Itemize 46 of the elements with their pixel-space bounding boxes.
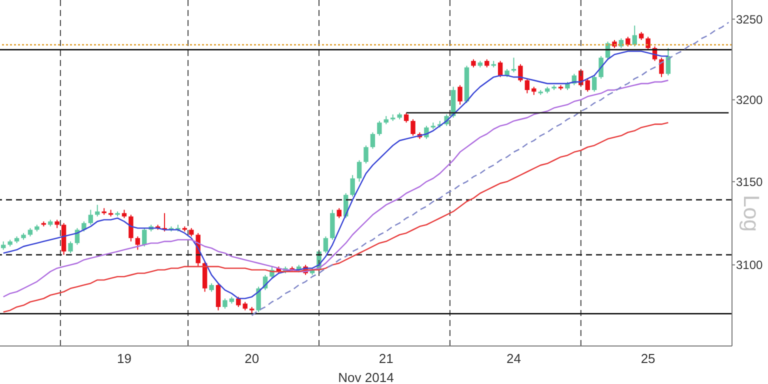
candlestick [216, 282, 221, 311]
candlestick [88, 209, 94, 226]
y-tick-label: 3100 [736, 258, 764, 272]
candlestick [524, 78, 530, 94]
candlestick [585, 78, 590, 92]
candlestick [356, 160, 362, 182]
y-tick-label: 3200 [736, 93, 764, 108]
candlestick [222, 298, 228, 310]
y-tick-label: 3250 [736, 12, 764, 26]
candlestick [128, 214, 134, 242]
candlestick [364, 144, 368, 164]
candlestick [236, 296, 241, 308]
candlestick [646, 36, 650, 50]
candlestick [518, 64, 523, 82]
candlestick [458, 84, 462, 106]
x-tick-label: 25 [640, 351, 656, 366]
candlestick [68, 240, 73, 254]
x-axis-title: Nov 2014 [338, 370, 394, 384]
candlestick [404, 112, 409, 124]
y-tick-label: 3150 [736, 174, 764, 189]
candlestick [377, 120, 382, 136]
candlestick [632, 25, 637, 47]
line-series [251, 22, 730, 316]
line-series [2, 122, 669, 313]
x-tick-label: 19 [117, 351, 132, 366]
candlestick [323, 236, 328, 254]
candlestick [82, 220, 86, 232]
candlestick [370, 132, 376, 150]
candlestick [336, 208, 342, 219]
x-tick-label: 20 [244, 351, 260, 366]
candlestick [95, 204, 100, 217]
text: Log [738, 195, 764, 232]
candlestick [410, 118, 416, 136]
candlestick [598, 56, 604, 80]
candlestick [142, 228, 147, 247]
candlestick [511, 57, 516, 73]
candlestick [659, 57, 664, 78]
x-tick-label: 24 [506, 351, 521, 366]
candlestick [498, 60, 503, 78]
candlestick [592, 74, 597, 92]
candlestick [626, 36, 630, 47]
candlestick [256, 286, 261, 313]
candlestick [666, 48, 671, 76]
x-tick-label: 21 [378, 351, 394, 366]
candlestick [350, 174, 355, 198]
candlestick [135, 236, 140, 250]
